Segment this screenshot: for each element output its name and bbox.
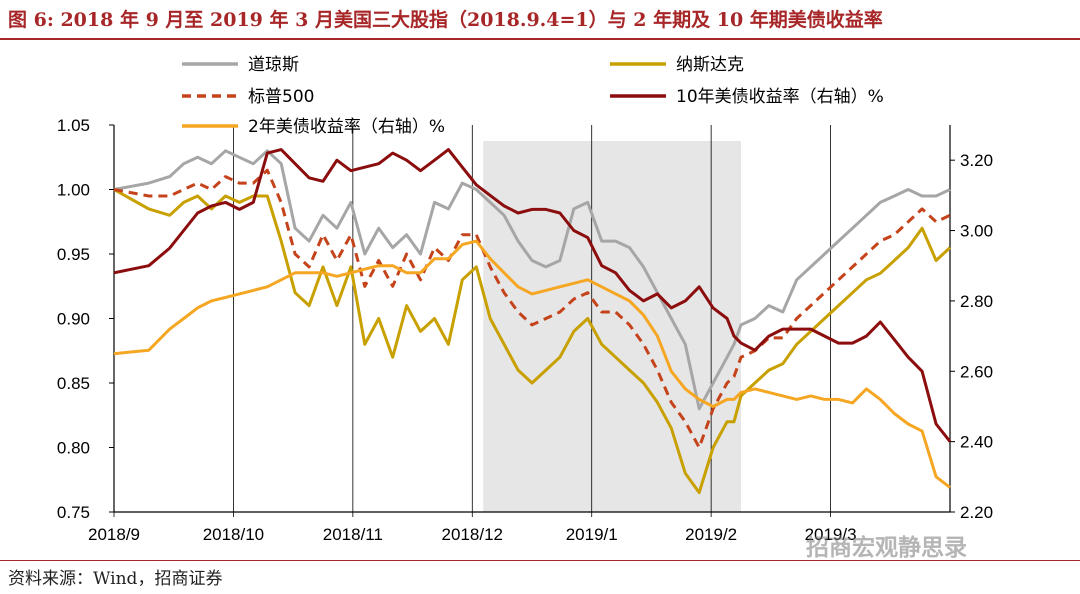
footer-divider — [0, 560, 1080, 561]
x-tick-label: 2018/10 — [203, 525, 264, 544]
chart-axes: 0.75 0.80 0.85 0.90 0.95 1.00 1.05 2.20 2.40 2.60… — [57, 116, 993, 544]
legend-label-dow: 道琼斯 — [248, 55, 299, 75]
series-layer — [113, 148, 952, 495]
source-note: 资料来源：Wind，招商证券 — [8, 569, 223, 589]
shaded-period — [483, 141, 741, 512]
right-tick-label: 2.60 — [960, 362, 993, 381]
left-tick-label: 0.80 — [57, 439, 90, 458]
left-tick-label: 0.95 — [57, 245, 90, 264]
x-tick-label: 2018/12 — [442, 525, 503, 544]
legend-label-sp500: 标普500 — [248, 87, 314, 107]
right-tick-label: 2.40 — [960, 433, 993, 452]
left-tick-label: 0.90 — [57, 310, 90, 329]
right-tick-label: 2.20 — [960, 503, 993, 522]
chart-title: 图 6: 2018 年 9 月至 2019 年 3 月美国三大股指（2018.9… — [8, 9, 883, 31]
x-tick-label: 2019/2 — [685, 525, 737, 544]
right-tick-label: 3.00 — [960, 222, 993, 241]
right-tick-label: 3.20 — [960, 151, 993, 170]
legend-label-nasdaq: 纳斯达克 — [676, 55, 744, 75]
legend-label-us2y: 2年美债收益率（右轴）% — [248, 117, 445, 137]
series-sp500 — [113, 168, 951, 449]
x-tick-label: 2019/3 — [805, 525, 857, 544]
series-dow — [113, 149, 951, 411]
x-tick-label: 2018/9 — [88, 525, 140, 544]
right-tick-label: 2.80 — [960, 292, 993, 311]
left-tick-label: 0.75 — [57, 503, 90, 522]
legend-label-us10y: 10年美债收益率（右轴）% — [676, 87, 884, 107]
left-tick-label: 1.05 — [57, 116, 90, 135]
left-tick-label: 0.85 — [57, 374, 90, 393]
series-us2y — [113, 239, 951, 489]
title-divider — [0, 38, 1080, 40]
left-tick-label: 1.00 — [57, 181, 90, 200]
x-tick-label: 2019/1 — [566, 525, 618, 544]
x-tick-label: 2018/11 — [323, 525, 383, 544]
watermark: 招商宏观静思录 — [806, 535, 967, 561]
series-us10y — [113, 148, 952, 443]
